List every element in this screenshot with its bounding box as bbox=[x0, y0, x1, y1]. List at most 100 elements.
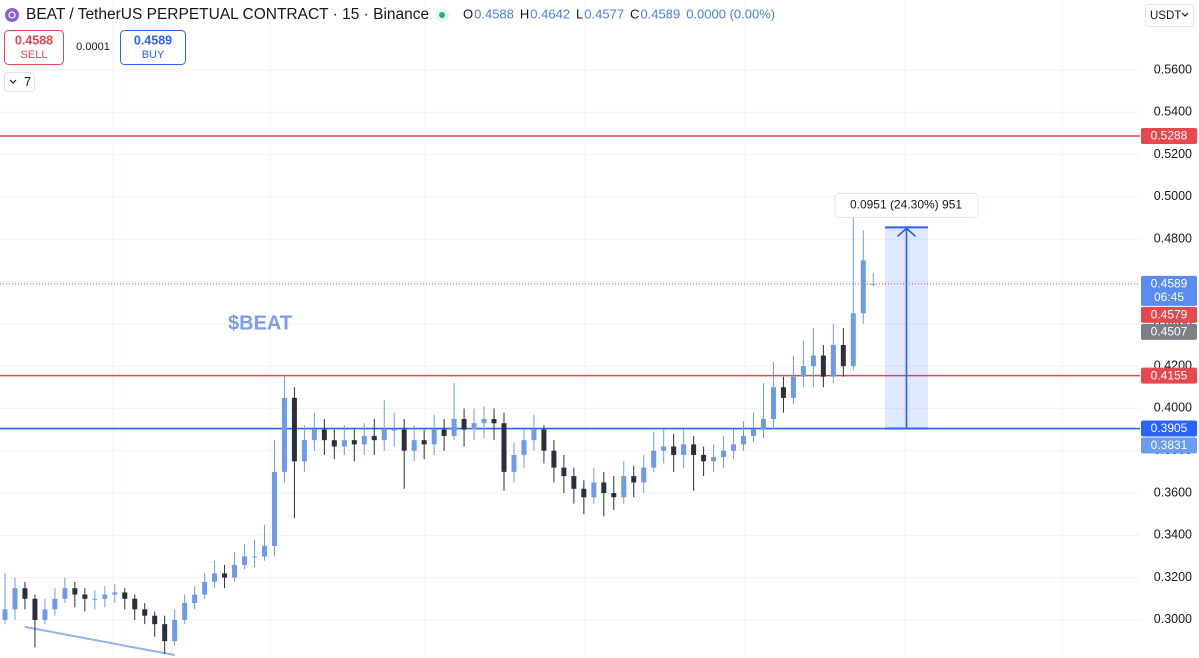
price-tag-label: 0.4155 bbox=[1151, 368, 1188, 382]
measure-label: 0.0951 (24.30%) 951 bbox=[850, 198, 962, 212]
price-tag bbox=[1141, 420, 1197, 437]
candle-body bbox=[82, 594, 88, 599]
chevron-icon bbox=[1181, 12, 1189, 17]
candle-body bbox=[810, 355, 816, 367]
measure-label-box bbox=[834, 192, 979, 218]
price-tag bbox=[1141, 367, 1197, 384]
price-tag-label: 0.4579 bbox=[1151, 308, 1188, 322]
candle-body bbox=[701, 454, 707, 462]
ohlc-key: C bbox=[630, 6, 639, 21]
price-tag-label: 0.5288 bbox=[1151, 129, 1188, 143]
candle-body bbox=[252, 556, 257, 558]
candle-body bbox=[651, 450, 657, 468]
ohlc-value: 0.4588 bbox=[474, 6, 514, 21]
candle-body bbox=[132, 598, 138, 610]
chevron-icon bbox=[9, 79, 17, 84]
annotation: $BEAT bbox=[228, 312, 292, 334]
candle-body bbox=[172, 619, 178, 642]
spread: 0.0001 bbox=[76, 41, 110, 53]
buy-price: 0.4589 bbox=[134, 33, 172, 47]
y-tick-label: 0.5000 bbox=[1154, 189, 1192, 203]
candle-body bbox=[860, 260, 866, 314]
ohlc-legend: O 0.4588 H 0.4642 L 0.4577 C 0.4589 0.0000 (0.00… bbox=[463, 6, 775, 21]
candle-body bbox=[72, 588, 78, 595]
candle-body bbox=[421, 440, 427, 445]
candle-body bbox=[222, 573, 228, 578]
candle-body bbox=[481, 418, 487, 424]
candle-body bbox=[162, 624, 168, 642]
ohlc-value: 0.4589 bbox=[640, 6, 680, 21]
candle-body bbox=[711, 457, 717, 462]
ohlc-value: 0.4642 bbox=[530, 6, 570, 21]
candle-body bbox=[521, 440, 527, 455]
candle-body bbox=[42, 609, 48, 620]
candle-body bbox=[32, 598, 38, 620]
candle-body bbox=[611, 493, 617, 498]
y-tick-label: 0.3400 bbox=[1154, 528, 1192, 542]
candle-body bbox=[850, 313, 856, 367]
candle-body bbox=[242, 556, 248, 565]
indicators-toggle[interactable] bbox=[4, 72, 35, 92]
candle-body bbox=[301, 440, 307, 462]
candle-body bbox=[152, 615, 158, 625]
y-tick-label: 0.4000 bbox=[1154, 401, 1192, 415]
sell-label: SELL bbox=[21, 49, 48, 61]
ohlc-value: 0.4577 bbox=[584, 6, 624, 21]
y-tick-label: 0.5400 bbox=[1154, 105, 1192, 119]
candle-body bbox=[271, 471, 277, 546]
candle-body bbox=[780, 387, 786, 398]
y-tick-label: 0.3600 bbox=[1154, 485, 1192, 499]
y-tick-label: 0.4800 bbox=[1154, 232, 1192, 246]
candle-body bbox=[820, 355, 826, 377]
candle-body bbox=[52, 598, 58, 610]
price-tag bbox=[1141, 306, 1197, 323]
candle-body bbox=[501, 423, 507, 472]
ohlc-change: 0.0000 (0.00%) bbox=[686, 6, 775, 21]
candle-body bbox=[770, 387, 776, 419]
candle-body bbox=[281, 397, 287, 472]
indicators-count: 7 bbox=[24, 74, 31, 89]
price-tag bbox=[1141, 323, 1197, 340]
buy-label: BUY bbox=[142, 49, 165, 61]
ohlc-key: O bbox=[463, 6, 473, 21]
candle-body bbox=[461, 418, 467, 430]
candle-body bbox=[192, 594, 198, 604]
price-tag-label: 0.3905 bbox=[1151, 421, 1188, 435]
currency: USDT bbox=[1150, 10, 1181, 22]
price-tag-label: 0.3831 bbox=[1151, 438, 1188, 452]
symbol-icon bbox=[5, 8, 19, 22]
sell-button[interactable] bbox=[4, 30, 64, 65]
candle-body bbox=[331, 440, 337, 447]
candle-body bbox=[800, 366, 806, 377]
candle-body bbox=[671, 446, 677, 455]
candle-body bbox=[631, 476, 637, 483]
candle-body bbox=[621, 476, 627, 498]
buy-button[interactable] bbox=[120, 30, 186, 65]
candle-body bbox=[471, 423, 477, 430]
candle-body bbox=[551, 450, 557, 468]
candle-body bbox=[751, 429, 756, 436]
candle-body bbox=[341, 440, 347, 447]
candle-body bbox=[760, 418, 766, 430]
overlay: $BEAT BEAT / TetherUS PERPETUAL CONTRACT… bbox=[4, 4, 1194, 334]
candle-body bbox=[62, 588, 68, 599]
candle-body bbox=[561, 467, 567, 477]
price-tag bbox=[1141, 127, 1197, 144]
candle-body bbox=[391, 429, 397, 431]
candle-body bbox=[401, 429, 407, 451]
symbol-icon-inner bbox=[8, 11, 16, 19]
candle-body bbox=[411, 440, 417, 451]
candle-body bbox=[112, 592, 118, 595]
candle-body bbox=[381, 429, 387, 441]
candle-body bbox=[741, 435, 747, 445]
candle-body bbox=[142, 609, 148, 616]
candle-body bbox=[212, 573, 218, 582]
measure-arrowhead bbox=[896, 227, 917, 237]
candle-body bbox=[681, 444, 687, 455]
candle-body bbox=[830, 344, 836, 377]
symbol-title: BEAT / TetherUS PERPETUAL CONTRACT · 15 … bbox=[26, 6, 429, 23]
candle-body bbox=[311, 429, 317, 441]
currency-selector[interactable] bbox=[1145, 4, 1194, 27]
ohlc-key: L bbox=[576, 6, 583, 21]
